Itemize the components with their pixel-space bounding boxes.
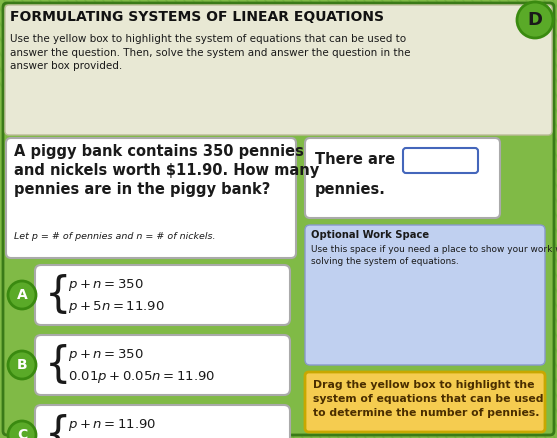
FancyBboxPatch shape bbox=[305, 372, 545, 432]
Text: {: { bbox=[45, 414, 71, 438]
Text: Drag the yellow box to highlight the
system of equations that can be used
to det: Drag the yellow box to highlight the sys… bbox=[313, 380, 544, 418]
FancyBboxPatch shape bbox=[6, 138, 296, 258]
Text: {: { bbox=[45, 274, 71, 316]
Text: B: B bbox=[17, 358, 27, 372]
Text: pennies.: pennies. bbox=[315, 182, 386, 197]
Text: $p+5n=11.90$: $p+5n=11.90$ bbox=[68, 299, 165, 315]
Text: There are: There are bbox=[315, 152, 395, 167]
FancyBboxPatch shape bbox=[305, 225, 545, 365]
Text: A piggy bank contains 350 pennies
and nickels worth $11.90. How many
pennies are: A piggy bank contains 350 pennies and ni… bbox=[14, 144, 319, 198]
Text: A: A bbox=[17, 288, 27, 302]
FancyBboxPatch shape bbox=[3, 3, 554, 435]
Text: Optional Work Space: Optional Work Space bbox=[311, 230, 429, 240]
FancyBboxPatch shape bbox=[35, 335, 290, 395]
Text: {: { bbox=[45, 344, 71, 386]
Text: $p+n=11.90$: $p+n=11.90$ bbox=[68, 417, 157, 433]
FancyBboxPatch shape bbox=[305, 138, 500, 218]
Text: Use this space if you need a place to show your work while
solving the system of: Use this space if you need a place to sh… bbox=[311, 245, 557, 266]
Text: Use the yellow box to highlight the system of equations that can be used to
answ: Use the yellow box to highlight the syst… bbox=[10, 34, 411, 71]
Text: $p+n=350$: $p+n=350$ bbox=[68, 347, 144, 363]
FancyBboxPatch shape bbox=[35, 405, 290, 438]
Text: Let p = # of pennies and n = # of nickels.: Let p = # of pennies and n = # of nickel… bbox=[14, 232, 216, 241]
FancyBboxPatch shape bbox=[403, 148, 478, 173]
Text: $p+n=350$: $p+n=350$ bbox=[68, 277, 144, 293]
Text: D: D bbox=[527, 11, 543, 29]
Circle shape bbox=[517, 2, 553, 38]
Text: FORMULATING SYSTEMS OF LINEAR EQUATIONS: FORMULATING SYSTEMS OF LINEAR EQUATIONS bbox=[10, 10, 384, 24]
FancyBboxPatch shape bbox=[5, 5, 552, 135]
Circle shape bbox=[8, 281, 36, 309]
Text: $0.01p+0.05n=11.90$: $0.01p+0.05n=11.90$ bbox=[68, 369, 216, 385]
Circle shape bbox=[8, 421, 36, 438]
Text: C: C bbox=[17, 428, 27, 438]
Circle shape bbox=[8, 351, 36, 379]
FancyBboxPatch shape bbox=[35, 265, 290, 325]
